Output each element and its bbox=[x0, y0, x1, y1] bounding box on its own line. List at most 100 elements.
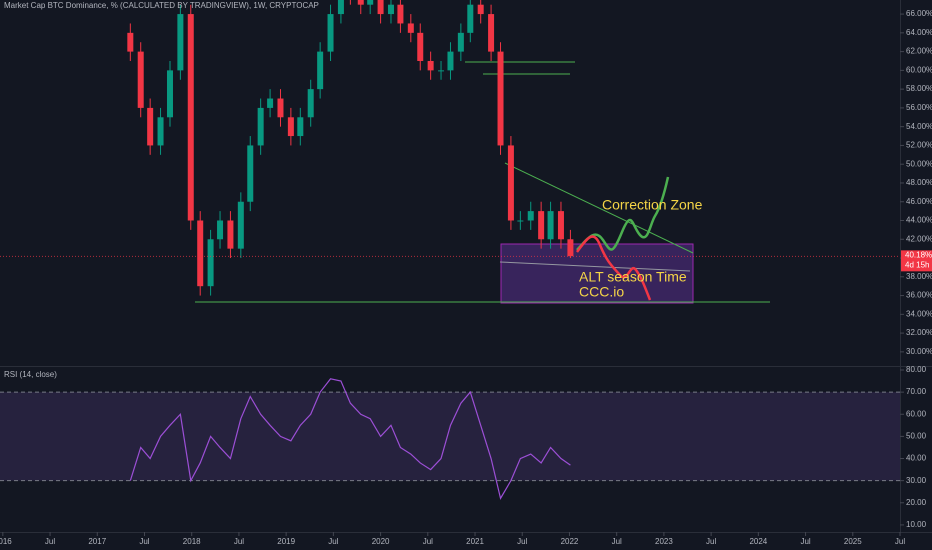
y-tick-label: 40.00 bbox=[906, 454, 927, 463]
y-tick-label: 64.00% bbox=[906, 28, 932, 37]
candle-body bbox=[407, 23, 414, 33]
candle-body bbox=[517, 220, 524, 222]
candle-body bbox=[337, 0, 344, 15]
candle-body bbox=[197, 220, 204, 287]
candle-body bbox=[227, 220, 234, 249]
candle-body bbox=[427, 60, 434, 71]
candle-body bbox=[367, 0, 374, 5]
candle-body bbox=[237, 201, 244, 249]
candle-body bbox=[267, 98, 274, 108]
chart-header: Market Cap BTC Dominance, % (CALCULATED … bbox=[4, 1, 319, 10]
candle-body bbox=[307, 89, 314, 118]
x-tick-label: Jul bbox=[234, 537, 244, 546]
candle-body bbox=[127, 32, 134, 52]
y-tick-label: 66.00% bbox=[906, 9, 932, 18]
candle-body bbox=[438, 70, 445, 72]
candle-body bbox=[497, 51, 504, 146]
candle-body bbox=[507, 145, 514, 221]
candle-body bbox=[567, 239, 574, 257]
trend-line bbox=[504, 162, 694, 254]
y-tick-label: 52.00% bbox=[906, 141, 932, 150]
annotation: ALT season Time bbox=[579, 269, 687, 285]
candle-body bbox=[177, 14, 184, 71]
zone-box bbox=[500, 243, 694, 304]
candle-body bbox=[277, 98, 284, 118]
y-tick-label: 30.00% bbox=[906, 347, 932, 356]
x-tick-label: 2025 bbox=[844, 537, 862, 546]
annotation: Correction Zone bbox=[602, 197, 703, 213]
y-tick-label: 46.00% bbox=[906, 197, 932, 206]
x-tick-label: Jul bbox=[45, 537, 55, 546]
y-tick-label: 58.00% bbox=[906, 84, 932, 93]
candle-body bbox=[377, 0, 384, 15]
x-tick-label: Jul bbox=[800, 537, 810, 546]
trend-line bbox=[499, 261, 691, 272]
y-tick-label: 60.00% bbox=[906, 65, 932, 74]
y-tick-label: 50.00% bbox=[906, 159, 932, 168]
candle-body bbox=[557, 211, 564, 240]
y-tick-label: 34.00% bbox=[906, 309, 932, 318]
candle-body bbox=[417, 32, 424, 61]
candle-body bbox=[247, 145, 254, 202]
x-tick-label: Jul bbox=[706, 537, 716, 546]
y-tick-label: 80.00 bbox=[906, 365, 927, 374]
candle-body bbox=[457, 32, 464, 52]
candle-body bbox=[217, 220, 224, 240]
rsi-line bbox=[129, 378, 571, 500]
x-tick-label: 2020 bbox=[372, 537, 390, 546]
y-tick-label: 62.00% bbox=[906, 47, 932, 56]
x-tick-label: Jul bbox=[612, 537, 622, 546]
y-tick-label: 50.00 bbox=[906, 431, 927, 440]
x-tick-label: 2024 bbox=[749, 537, 767, 546]
y-tick-label: 36.00% bbox=[906, 291, 932, 300]
candle-body bbox=[297, 117, 304, 137]
candle-body bbox=[357, 0, 364, 5]
y-tick-label: 56.00% bbox=[906, 103, 932, 112]
candle-body bbox=[147, 107, 154, 146]
y-tick-label: 10.00 bbox=[906, 520, 927, 529]
rsi-band bbox=[0, 392, 900, 481]
candle-body bbox=[287, 117, 294, 137]
y-tick-label: 48.00% bbox=[906, 178, 932, 187]
x-tick-label: 2022 bbox=[561, 537, 579, 546]
candle-body bbox=[157, 117, 164, 146]
last-price-label: 40.18% bbox=[905, 250, 932, 259]
candle-body bbox=[257, 107, 264, 146]
x-tick-label: 2018 bbox=[183, 537, 201, 546]
price-pane: Correction Zone ALT season Time CCC.io bbox=[0, 0, 900, 304]
x-tick-label: 2023 bbox=[655, 537, 673, 546]
x-tick-label: 2016 bbox=[0, 537, 12, 546]
x-tick-label: Jul bbox=[139, 537, 149, 546]
candle-body bbox=[477, 4, 484, 15]
y-tick-label: 60.00 bbox=[906, 409, 927, 418]
candle-body bbox=[387, 4, 394, 15]
candle-body bbox=[207, 239, 214, 287]
countdown-label: 4d 15h bbox=[905, 260, 929, 269]
candle-body bbox=[317, 51, 324, 90]
x-tick-label: 2017 bbox=[88, 537, 106, 546]
y-tick-label: 54.00% bbox=[906, 122, 932, 131]
y-tick-label: 20.00 bbox=[906, 498, 927, 507]
y-tick-label: 70.00 bbox=[906, 387, 927, 396]
y-tick-label: 42.00% bbox=[906, 234, 932, 243]
x-tick-label: Jul bbox=[517, 537, 527, 546]
x-tick-label: Jul bbox=[423, 537, 433, 546]
y-tick-label: 32.00% bbox=[906, 328, 932, 337]
rsi-pane bbox=[0, 378, 900, 500]
candle-body bbox=[547, 211, 554, 240]
last-price-box bbox=[901, 250, 932, 272]
candle-body bbox=[327, 14, 334, 52]
candle-body bbox=[527, 211, 534, 221]
candle-body bbox=[447, 51, 454, 71]
candle-body bbox=[538, 211, 545, 240]
candle-body bbox=[187, 14, 194, 221]
y-tick-label: 44.00% bbox=[906, 216, 932, 225]
candle-body bbox=[467, 4, 474, 33]
candle-body bbox=[397, 4, 404, 24]
candle-body bbox=[166, 70, 173, 118]
x-tick-label: Jul bbox=[895, 537, 905, 546]
annotation: CCC.io bbox=[579, 284, 624, 300]
rsi-title: RSI (14, close) bbox=[4, 370, 57, 379]
